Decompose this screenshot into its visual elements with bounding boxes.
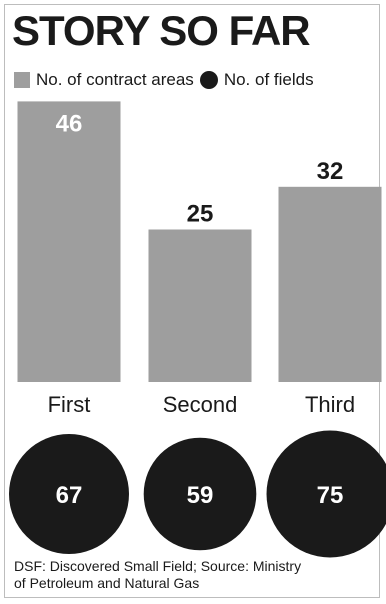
circle-value-label: 67 [56,482,83,509]
legend-bars-label: No. of contract areas [36,70,194,89]
source-line-1: DSF: Discovered Small Field; Source: Min… [14,558,302,574]
source-line-2: of Petroleum and Natural Gas [14,575,200,591]
bar-second [148,229,252,382]
field-circle-third [266,430,386,558]
source-note: DSF: Discovered Small Field; Source: Min… [14,558,374,592]
category-label: First [48,392,91,417]
legend-bars-swatch [14,72,30,88]
legend: No. of contract areas No. of fields [14,70,314,90]
category-label: Second [163,392,238,417]
legend-circles-swatch [199,71,218,89]
circle-value-label: 75 [317,482,344,509]
bar-third [278,186,382,382]
bar-first [17,101,121,383]
bar-value-label: 32 [317,158,344,185]
bar-value-label: 46 [56,110,83,137]
bar-value-label: 25 [187,201,214,228]
category-label: Third [305,392,355,417]
legend-circles-label: No. of fields [223,70,314,89]
field-circle-first [9,434,129,554]
circle-value-label: 59 [187,482,214,509]
field-circle-second [143,437,257,551]
chart-title: STORY SO FAR [12,7,311,54]
